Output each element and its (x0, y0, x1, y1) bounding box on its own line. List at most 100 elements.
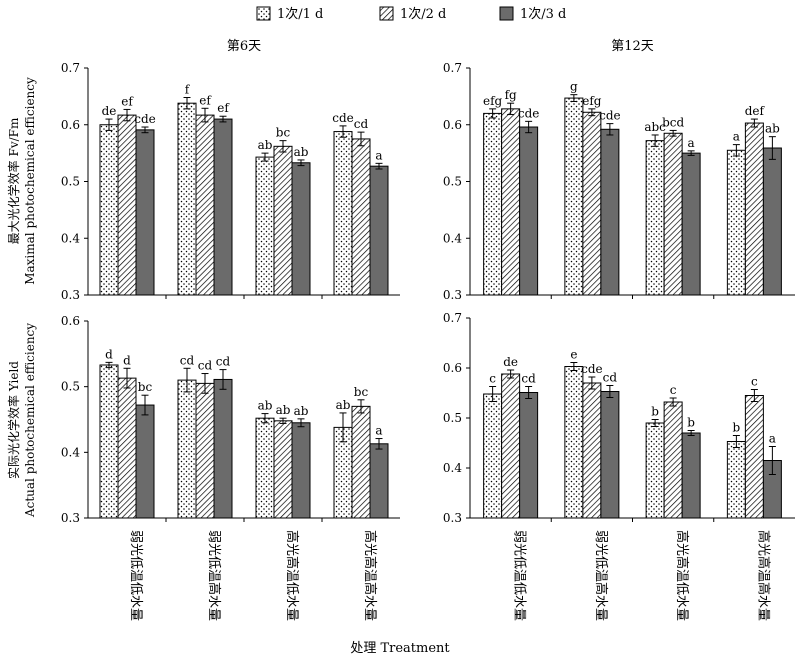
significance-label: bc (276, 126, 291, 140)
bar (519, 126, 539, 296)
y-tick-label: 0.7 (443, 61, 462, 75)
significance-label: cde (332, 111, 354, 125)
legend-label-2: 1次/2 d (400, 6, 446, 22)
significance-label: cd (603, 371, 618, 385)
bar (681, 432, 701, 519)
bar (582, 382, 602, 519)
bar (744, 395, 764, 519)
significance-label: ef (217, 101, 230, 115)
y-tick-label: 0.6 (443, 361, 462, 375)
bar (351, 405, 371, 519)
bar (645, 422, 665, 519)
significance-label: e (570, 348, 577, 362)
bar (726, 441, 746, 519)
significance-label: de (503, 355, 518, 369)
y-tick-label: 0.4 (61, 445, 80, 459)
significance-label: d (105, 347, 113, 361)
bar (645, 140, 665, 296)
bar (135, 129, 155, 296)
significance-label: cde (134, 112, 156, 126)
y-tick-label: 0.3 (61, 288, 80, 302)
category-label: 高光高温高水量 (362, 530, 378, 621)
significance-label: ab (294, 145, 309, 159)
significance-label: cd (216, 355, 231, 369)
significance-label: bc (138, 380, 153, 394)
bar (333, 131, 353, 296)
bar (99, 364, 119, 519)
y-tick-label: 0.4 (443, 231, 462, 245)
bar (501, 373, 521, 519)
bar (177, 379, 197, 519)
bar (483, 393, 503, 519)
bar (117, 114, 137, 296)
significance-label: ab (336, 398, 351, 412)
legend-label-3: 1次/3 d (520, 6, 566, 22)
significance-label: bc (354, 385, 369, 399)
significance-label: d (123, 353, 131, 367)
significance-label: b (733, 421, 741, 435)
chart-panel-4: 0.30.40.50.60.7cdecdecdecdbcb bca弱光低温低水量弱… (443, 311, 795, 621)
significance-label: g (570, 80, 578, 94)
bar (291, 162, 311, 296)
significance-label: efg (483, 94, 503, 108)
bar (663, 132, 683, 296)
significance-label: c (489, 372, 496, 386)
legend: 1次/1 d 1次/2 d 1次/3 d (256, 6, 566, 22)
significance-label: c (751, 375, 758, 389)
bar (564, 97, 584, 296)
significance-label: abc (644, 120, 666, 134)
y-tick-label: 0.3 (443, 288, 462, 302)
bar (255, 417, 275, 519)
bar (483, 112, 503, 296)
legend-swatch-hatch (379, 6, 394, 21)
significance-label: ef (121, 94, 134, 108)
bar (195, 114, 215, 296)
y-tick-label: 0.5 (443, 175, 462, 189)
y-tick-label: 0.5 (443, 411, 462, 425)
bar (351, 138, 371, 296)
significance-label: cd (354, 117, 369, 131)
significance-label: f (185, 83, 191, 97)
significance-label: cde (599, 109, 621, 123)
bar (726, 149, 746, 296)
xlabel: 处理 Treatment (350, 641, 450, 656)
bar (135, 404, 155, 519)
bar (255, 156, 275, 296)
legend-swatch-dots (256, 6, 271, 21)
y-tick-label: 0.4 (443, 461, 462, 475)
significance-label: def (745, 104, 766, 118)
significance-label: c (670, 383, 677, 397)
bar (762, 147, 782, 296)
ylabel-top-en: Maximal photochemical efficiency (23, 77, 37, 285)
legend-swatch-solid (499, 6, 514, 21)
significance-label: b (687, 416, 695, 430)
significance-label: ef (199, 93, 212, 107)
bar (117, 377, 137, 519)
significance-label: ab (258, 138, 273, 152)
y-tick-label: 0.6 (61, 314, 80, 328)
significance-label: a (733, 130, 740, 144)
bar (600, 128, 620, 296)
y-tick-label: 0.3 (61, 511, 80, 525)
ylabel-bottom-en: Actual photochemical efficiency (23, 323, 37, 518)
significance-label: ab (276, 403, 291, 417)
ylabel-top-cn: 最大光化学效率 Fv/Fm (6, 117, 21, 244)
significance-label: ab (258, 399, 273, 413)
bar (369, 443, 389, 519)
panel-title: 第6天 (227, 39, 261, 54)
significance-label: cd (180, 353, 195, 367)
significance-label: cd (198, 359, 213, 373)
bar (600, 391, 620, 519)
bar (501, 108, 521, 296)
significance-label: cde (581, 362, 603, 376)
significance-label: ab (765, 122, 780, 136)
significance-label: fg (505, 88, 517, 102)
y-tick-label: 0.7 (443, 311, 462, 325)
y-tick-label: 0.5 (61, 380, 80, 394)
category-label: 弱光低温低水量 (512, 530, 527, 621)
significance-label: a (769, 432, 776, 446)
y-tick-label: 0.5 (61, 175, 80, 189)
